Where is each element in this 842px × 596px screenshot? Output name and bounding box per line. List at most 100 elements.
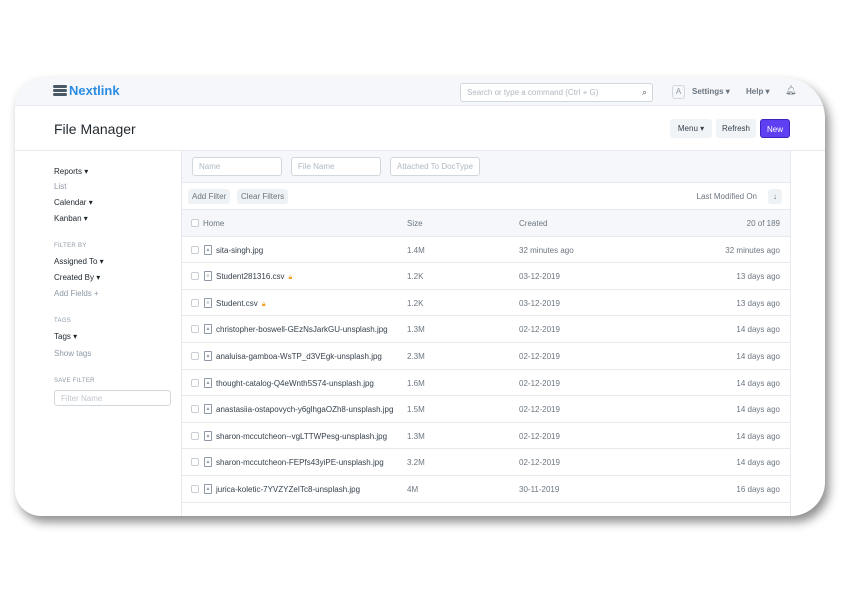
row-checkbox[interactable] [191, 298, 199, 307]
clear-filters-button[interactable]: Clear Filters [237, 189, 289, 204]
table-row[interactable]: ≡ Student.csv 🔒︎ 1.2K 03-12-2019 13 days … [182, 290, 790, 317]
file-name: Student281316.csv [216, 272, 285, 282]
file-name-link[interactable]: sharon-mccutcheon-FEPfs43yiPE-unsplash.j… [216, 458, 384, 467]
created-date: 32 minutes ago [519, 245, 574, 255]
file-name: anastasiia-ostapovych-y6glhgaOZh8-unspla… [216, 405, 394, 415]
file-name-link[interactable]: christopher-boswell-GEzNsJarkGU-unsplash… [216, 325, 388, 334]
document-file-icon: ≡ [204, 271, 212, 282]
created-date: 03-12-2019 [519, 272, 560, 282]
table-header: Home Size Created 20 of 189 [182, 210, 790, 237]
file-list: Name File Name Attached To DocType Add F… [181, 151, 791, 516]
file-name-link[interactable]: analuisa-gamboa-WsTP_d3VEgk-unsplash.jpg [216, 352, 382, 361]
modified-time: 14 days ago [736, 325, 780, 335]
row-checkbox[interactable] [191, 431, 199, 440]
modified-time: 16 days ago [736, 484, 780, 494]
file-size: 1.4M [407, 245, 425, 255]
app-window: Nextlink Search or type a command (Ctrl … [15, 78, 825, 516]
file-name-link[interactable]: Student.csv 🔒︎ [216, 299, 266, 309]
table-row[interactable]: ▲ sharon-mccutcheon--vgLTTWPesg-unsplash… [182, 423, 790, 450]
filter-row: Name File Name Attached To DocType [182, 151, 790, 183]
sidebar-item-calendar[interactable]: Calendar ▾ [54, 198, 93, 207]
add-filter-button[interactable]: Add Filter [188, 189, 231, 204]
header-created: Created [519, 219, 548, 228]
new-button[interactable]: New [760, 119, 790, 138]
assigned-to-filter[interactable]: Assigned To ▾ [54, 257, 104, 266]
row-checkbox[interactable] [191, 458, 199, 467]
table-row[interactable]: ▲ thought-catalog-Q4eWnth5S74-unsplash.j… [182, 370, 790, 397]
image-file-icon: ▲ [204, 404, 212, 415]
modified-time: 14 days ago [736, 458, 780, 468]
menu-button[interactable]: Menu ▾ [670, 119, 712, 138]
page-title: File Manager [54, 121, 136, 137]
row-checkbox[interactable] [191, 325, 199, 334]
image-file-icon: ▲ [204, 377, 212, 388]
sidebar-item-list[interactable]: List [54, 182, 67, 191]
avatar[interactable]: A [672, 85, 685, 99]
file-name-link[interactable]: sharon-mccutcheon--vgLTTWPesg-unsplash.j… [216, 432, 387, 441]
created-by-filter[interactable]: Created By ▾ [54, 273, 101, 282]
table-row[interactable]: ▲ analuisa-gamboa-WsTP_d3VEgk-unsplash.j… [182, 343, 790, 370]
file-size: 1.2K [407, 298, 424, 308]
record-count: 20 of 189 [746, 219, 780, 228]
refresh-button[interactable]: Refresh [716, 119, 756, 138]
lock-icon: 🔒︎ [261, 300, 266, 308]
brand-logo[interactable]: Nextlink [53, 83, 120, 98]
show-tags-link[interactable]: Show tags [54, 349, 92, 358]
sort-by-dropdown[interactable]: Last Modified On [696, 192, 757, 201]
sidebar-item-reports[interactable]: Reports ▾ [54, 167, 89, 176]
file-name-link[interactable]: jurica-koletic-7YVZYZeITc8-unsplash.jpg [216, 485, 360, 494]
filter-name-input[interactable]: Filter Name [54, 390, 171, 406]
created-date: 02-12-2019 [519, 431, 560, 441]
file-name: analuisa-gamboa-WsTP_d3VEgk-unsplash.jpg [216, 351, 382, 361]
row-checkbox[interactable] [191, 351, 199, 360]
save-filter-heading: SAVE FILTER [54, 378, 95, 384]
name-filter-input[interactable]: Name [192, 157, 282, 176]
file-name-link[interactable]: anastasiia-ostapovych-y6glhgaOZh8-unspla… [216, 405, 393, 414]
row-checkbox[interactable] [191, 272, 199, 281]
notification-bell-icon[interactable]: 🔔︎ [785, 85, 797, 95]
file-name-link[interactable]: sita-singh.jpg [216, 246, 263, 255]
table-row[interactable]: ▲ sharon-mccutcheon-FEPfs43yiPE-unsplash… [182, 449, 790, 476]
modified-time: 13 days ago [736, 298, 780, 308]
sort-order-arrow-down-icon[interactable]: ↓ [768, 189, 782, 204]
row-checkbox[interactable] [191, 484, 199, 493]
file-size: 1.5M [407, 405, 425, 415]
table-row[interactable]: ≡ Student281316.csv 🔒︎ 1.2K 03-12-2019 13… [182, 263, 790, 290]
modified-time: 14 days ago [736, 351, 780, 361]
file-size: 1.6M [407, 378, 425, 388]
table-row[interactable]: ▲ jurica-koletic-7YVZYZeITc8-unsplash.jp… [182, 476, 790, 503]
filter-toolbar: Add Filter Clear Filters Last Modified O… [182, 183, 790, 210]
attached-to-filter-input[interactable]: Attached To DocType [390, 157, 480, 176]
row-checkbox[interactable] [191, 405, 199, 414]
lock-icon: 🔒︎ [288, 274, 293, 282]
table-row[interactable]: ▲ christopher-boswell-GEzNsJarkGU-unspla… [182, 316, 790, 343]
modified-time: 14 days ago [736, 431, 780, 441]
file-name-link[interactable]: Student281316.csv 🔒︎ [216, 272, 292, 282]
file-name-filter-input[interactable]: File Name [291, 157, 381, 176]
row-checkbox[interactable] [191, 245, 199, 254]
table-row[interactable]: ▲ anastasiia-ostapovych-y6glhgaOZh8-unsp… [182, 396, 790, 423]
add-fields-link[interactable]: Add Fields + [54, 289, 99, 298]
image-file-icon: ▲ [204, 457, 212, 468]
created-date: 02-12-2019 [519, 325, 560, 335]
modified-time: 14 days ago [736, 378, 780, 388]
file-size: 2.3M [407, 351, 425, 361]
image-file-icon: ▲ [204, 324, 212, 335]
table-row[interactable]: ▲ sita-singh.jpg 1.4M 32 minutes ago 32 … [182, 237, 790, 264]
settings-dropdown[interactable]: Settings ▾ [692, 87, 730, 96]
image-file-icon: ▲ [204, 430, 212, 441]
file-name: sita-singh.jpg [216, 245, 264, 255]
help-dropdown[interactable]: Help ▾ [746, 87, 770, 96]
tags-dropdown[interactable]: Tags ▾ [54, 332, 78, 341]
file-name-link[interactable]: thought-catalog-Q4eWnth5S74-unsplash.jpg [216, 379, 374, 388]
created-date: 30-11-2019 [519, 484, 560, 494]
select-all-checkbox[interactable] [191, 219, 199, 227]
row-checkbox[interactable] [191, 378, 199, 387]
sidebar-item-kanban[interactable]: Kanban ▾ [54, 214, 88, 223]
created-date: 03-12-2019 [519, 298, 560, 308]
image-file-icon: ▲ [204, 244, 212, 255]
file-size: 1.2K [407, 272, 424, 282]
file-name: thought-catalog-Q4eWnth5S74-unsplash.jpg [216, 378, 374, 388]
search-input[interactable]: Search or type a command (Ctrl + G) ⌕ [460, 83, 653, 102]
filter-by-heading: FILTER BY [54, 243, 87, 249]
